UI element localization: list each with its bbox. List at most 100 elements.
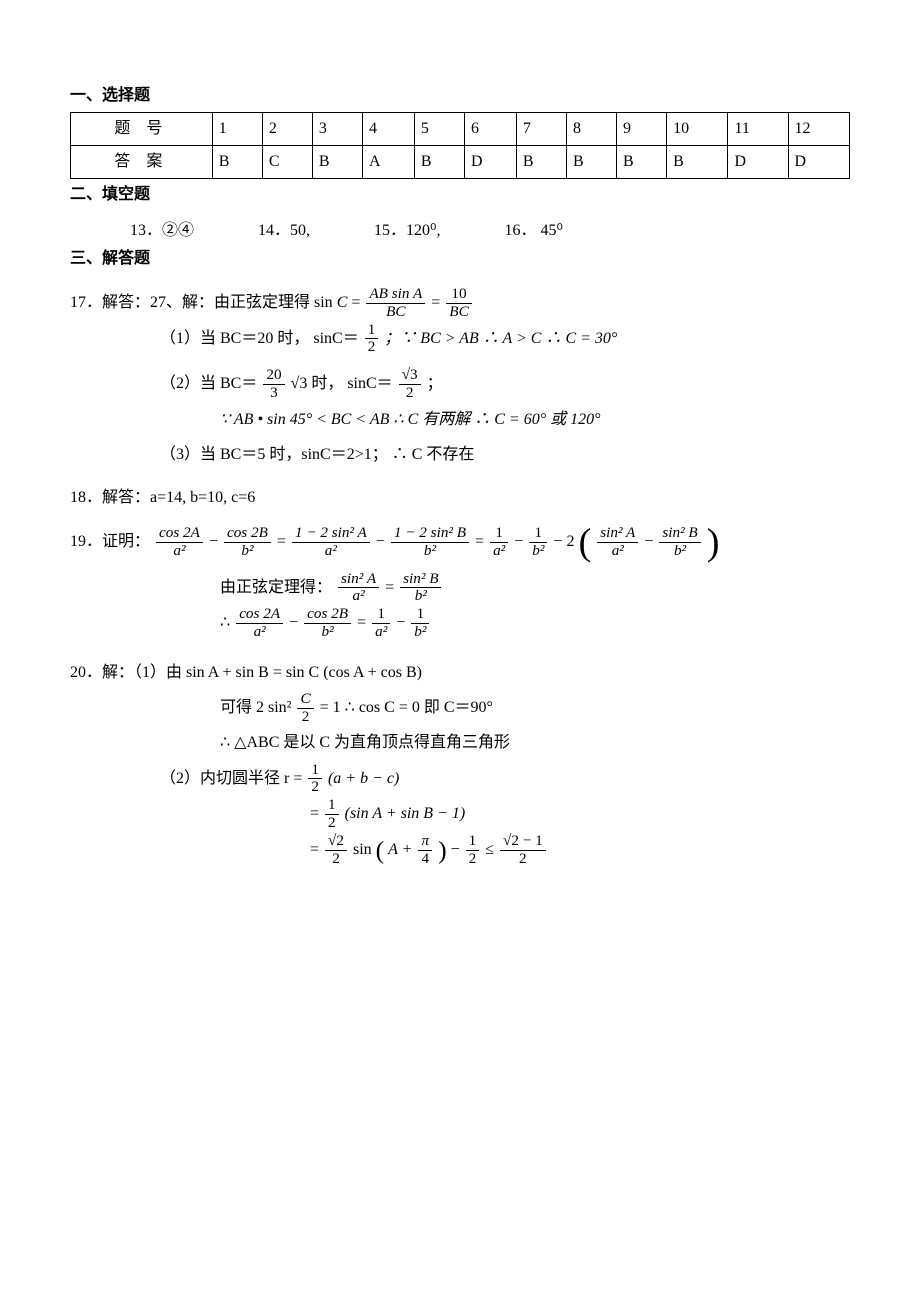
num: sin² A [338,571,379,589]
eq: = [277,533,290,550]
fill-14: 14．50, [258,219,310,243]
den: a² [597,543,638,560]
frac: π4 [418,833,432,867]
den: a² [372,624,390,641]
num: 1 [308,762,322,780]
q20-l2b: = 1 ∴ cos C = 0 即 C＝90° [320,699,493,716]
num: sin² B [659,525,700,543]
den: 2 [308,779,322,796]
frac: 12 [365,322,379,356]
frac: 12 [466,833,480,867]
q20-l4a: （2）内切圆半径 r = [160,770,306,787]
m2: − 2 [553,533,574,550]
frac: 1 − 2 sin² Bb² [391,525,469,559]
q17-p3: （3）当 BC＝5 时，sinC＝2>1； ∴ C 不存在 [160,437,850,472]
answer-cell: D [464,146,516,179]
minus: − [376,533,389,550]
den: b² [659,543,700,560]
section-1-title: 一、选择题 [70,84,850,108]
eq: = [431,294,444,311]
paren-icon: ( [376,835,385,864]
frac: sin² Aa² [597,525,638,559]
num: 1 [466,833,480,851]
num: sin² A [597,525,638,543]
answer-cell: B [212,146,262,179]
frac: √32 [399,367,421,401]
num: 1 [372,606,390,624]
q20-l6b: sin [353,841,372,858]
section-3-title: 三、解答题 [70,247,850,271]
col-head: 5 [414,113,464,146]
den: 4 [418,851,432,868]
frac: cos 2Aa² [236,606,283,640]
q19-lead: 19．证明： [70,533,150,550]
q20-l3: ∴ △ABC 是以 C 为直角顶点得直角三角形 [220,725,850,760]
num: 1 [411,606,429,624]
frac: √2 − 12 [500,833,546,867]
den: b² [411,624,429,641]
paren-icon: ( [578,521,591,563]
q17-p2a: （2）当 BC＝ [160,375,257,392]
col-head: 3 [312,113,362,146]
answer-table: 题 号 1 2 3 4 5 6 7 8 9 10 11 12 答 案 B C B… [70,112,850,179]
den: a² [292,543,370,560]
q17-p2c: ； [427,375,443,392]
frac: C2 [297,691,313,725]
num: cos 2B [224,525,271,543]
den: 2 [365,339,379,356]
den: b² [391,543,469,560]
den: 2 [399,385,421,402]
eq: = [357,614,370,631]
den: b² [224,543,271,560]
q17: 17．解答：27、解：由正弦定理得 sin C = AB sin ABC = 1… [70,285,850,472]
frac: 1a² [490,525,508,559]
frac: cos 2Bb² [304,606,351,640]
num: 1 − 2 sin² B [391,525,469,543]
q17-p2b: 时， sinC＝ [311,375,392,392]
q19-l2a: 由正弦定理得： [220,579,332,596]
num: 20 [263,367,284,385]
q19-l3a: ∴ [220,614,234,631]
frac: 1 − 2 sin² Aa² [292,525,370,559]
den: a² [236,624,283,641]
frac: 1a² [372,606,390,640]
num: cos 2A [236,606,283,624]
answer-cell: B [516,146,566,179]
frac: AB sin ABC [366,286,425,320]
q17-p1a: （1）当 BC＝20 时， sinC＝ [160,330,359,347]
num: 1 [365,322,379,340]
answer-cell: B [312,146,362,179]
col-head: 9 [617,113,667,146]
answer-cell: D [788,146,849,179]
frac: 12 [325,797,339,831]
q20-l6c: A + [388,841,416,858]
den: 2 [500,851,546,868]
q20-l6d: − [451,841,464,858]
answer-cell: C [262,146,312,179]
col-head: 8 [566,113,616,146]
answer-cell: A [362,146,414,179]
answer-cell: B [566,146,616,179]
num: 1 [490,525,508,543]
num: C [297,691,313,709]
col-head: 1 [212,113,262,146]
q20-l6e: ≤ [485,841,498,858]
frac: cos 2Bb² [224,525,271,559]
q20-l4b: (a + b − c) [328,770,399,787]
num: sin² B [400,571,441,589]
frac: sin² Bb² [400,571,441,605]
eq: = [347,294,364,311]
frac: sin² Aa² [338,571,379,605]
minus: − [514,533,527,550]
den: a² [490,543,508,560]
num: 1 − 2 sin² A [292,525,370,543]
paren-icon: ) [707,521,720,563]
answer-cell: D [728,146,788,179]
q20-l2a: 可得 2 sin² [220,699,295,716]
frac: 10BC [446,286,471,320]
q17-sqrt: √3 [291,375,308,392]
den: 2 [297,709,313,726]
den: b² [400,588,441,605]
section-2-title: 二、填空题 [70,183,850,207]
num: 10 [446,286,471,304]
